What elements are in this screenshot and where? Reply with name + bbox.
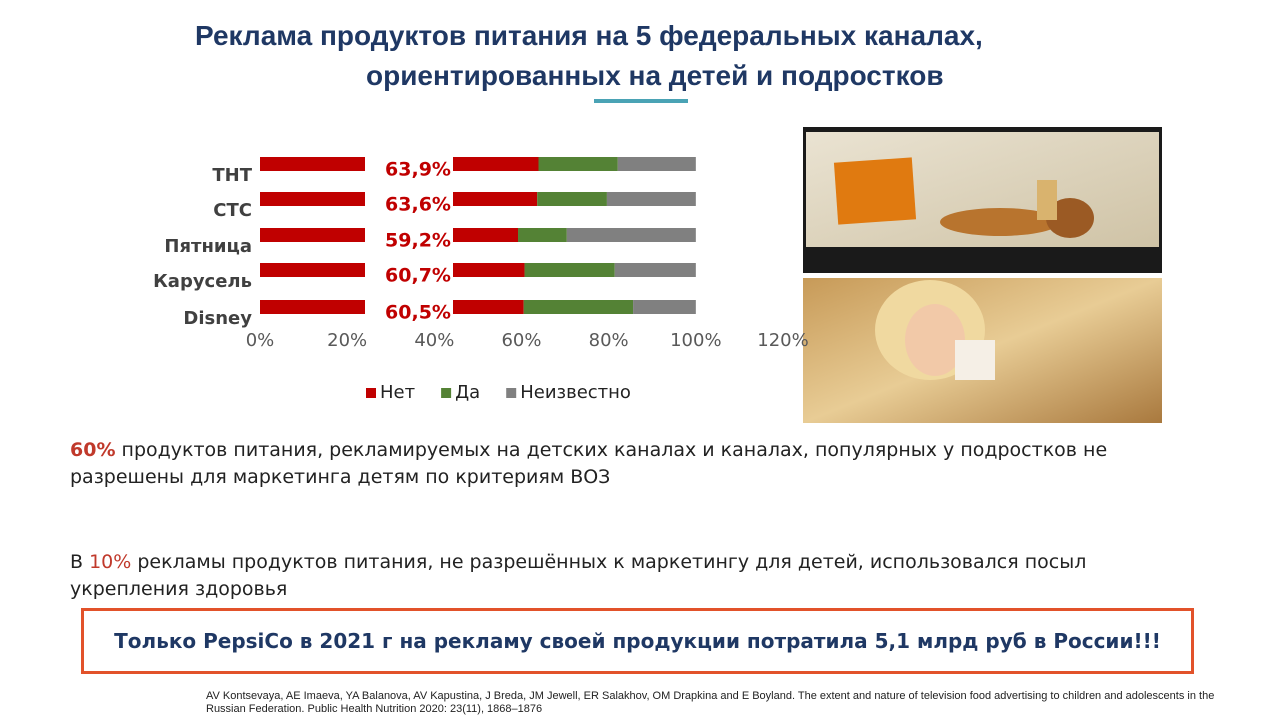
text: продуктов питания, рекламируемых на детс… <box>70 439 1108 488</box>
data-label: 60,7% <box>385 265 451 287</box>
bar-segment <box>614 263 696 277</box>
label-background <box>365 185 453 213</box>
x-tick-label: 40% <box>414 330 454 351</box>
highlight: 10% <box>89 551 132 573</box>
legend-marker <box>441 388 452 398</box>
legend-label: Неизвестно <box>520 382 631 403</box>
data-label: 63,9% <box>385 159 451 181</box>
text: В <box>70 551 90 573</box>
y-tick-label: ТНТ <box>212 165 252 186</box>
ad-image <box>803 278 1162 423</box>
x-tick-label: 120% <box>757 330 808 351</box>
y-tick-label: Карусель <box>153 271 252 292</box>
title: ориентированных на детей и подростков <box>366 60 944 91</box>
legend-marker <box>506 388 517 398</box>
bar-segment <box>606 192 696 206</box>
y-tick-label: Disney <box>183 308 252 329</box>
label-background <box>365 221 453 249</box>
y-tick-label: СТС <box>213 200 252 221</box>
x-tick-label: 60% <box>501 330 541 351</box>
x-tick-label: 20% <box>327 330 367 351</box>
paragraph: В 10% рекламы продуктов питания, не разр… <box>70 549 1170 603</box>
ad-image <box>803 127 1162 273</box>
bar-segment <box>617 157 696 171</box>
x-tick-label: 80% <box>589 330 629 351</box>
title-underline <box>594 99 688 103</box>
y-tick-label: Пятница <box>164 236 252 257</box>
label-background <box>365 256 453 284</box>
label-background <box>365 293 453 321</box>
data-label: 63,6% <box>385 194 451 216</box>
label-background <box>365 150 453 178</box>
highlight: 60% <box>70 439 116 461</box>
x-tick-label: 100% <box>670 330 721 351</box>
bar-segment <box>633 300 696 314</box>
callout: Только PepsiCo в 2021 г на рекламу своей… <box>81 608 1194 674</box>
legend-marker <box>366 388 376 398</box>
data-label: 60,5% <box>385 302 451 324</box>
callout-text: Только PepsiCo в 2021 г на рекламу своей… <box>114 629 1161 653</box>
legend-label: Нет <box>380 382 415 403</box>
text: рекламы продуктов питания, не разрешённы… <box>70 551 1087 600</box>
x-tick-label: 0% <box>246 330 275 351</box>
data-label: 59,2% <box>385 230 451 252</box>
bar-segment <box>538 157 618 171</box>
paragraph: 60% продуктов питания, рекламируемых на … <box>70 437 1170 491</box>
citation: AV Kontsevaya, AE Imaeva, YA Balanova, A… <box>206 690 1215 715</box>
title: Реклама продуктов питания на 5 федеральн… <box>195 20 983 51</box>
bar-segment <box>524 263 615 277</box>
bar-segment <box>537 192 607 206</box>
bar-segment <box>523 300 634 314</box>
bar-segment <box>518 228 567 242</box>
bar-segment <box>566 228 696 242</box>
legend-label: Да <box>455 382 480 403</box>
